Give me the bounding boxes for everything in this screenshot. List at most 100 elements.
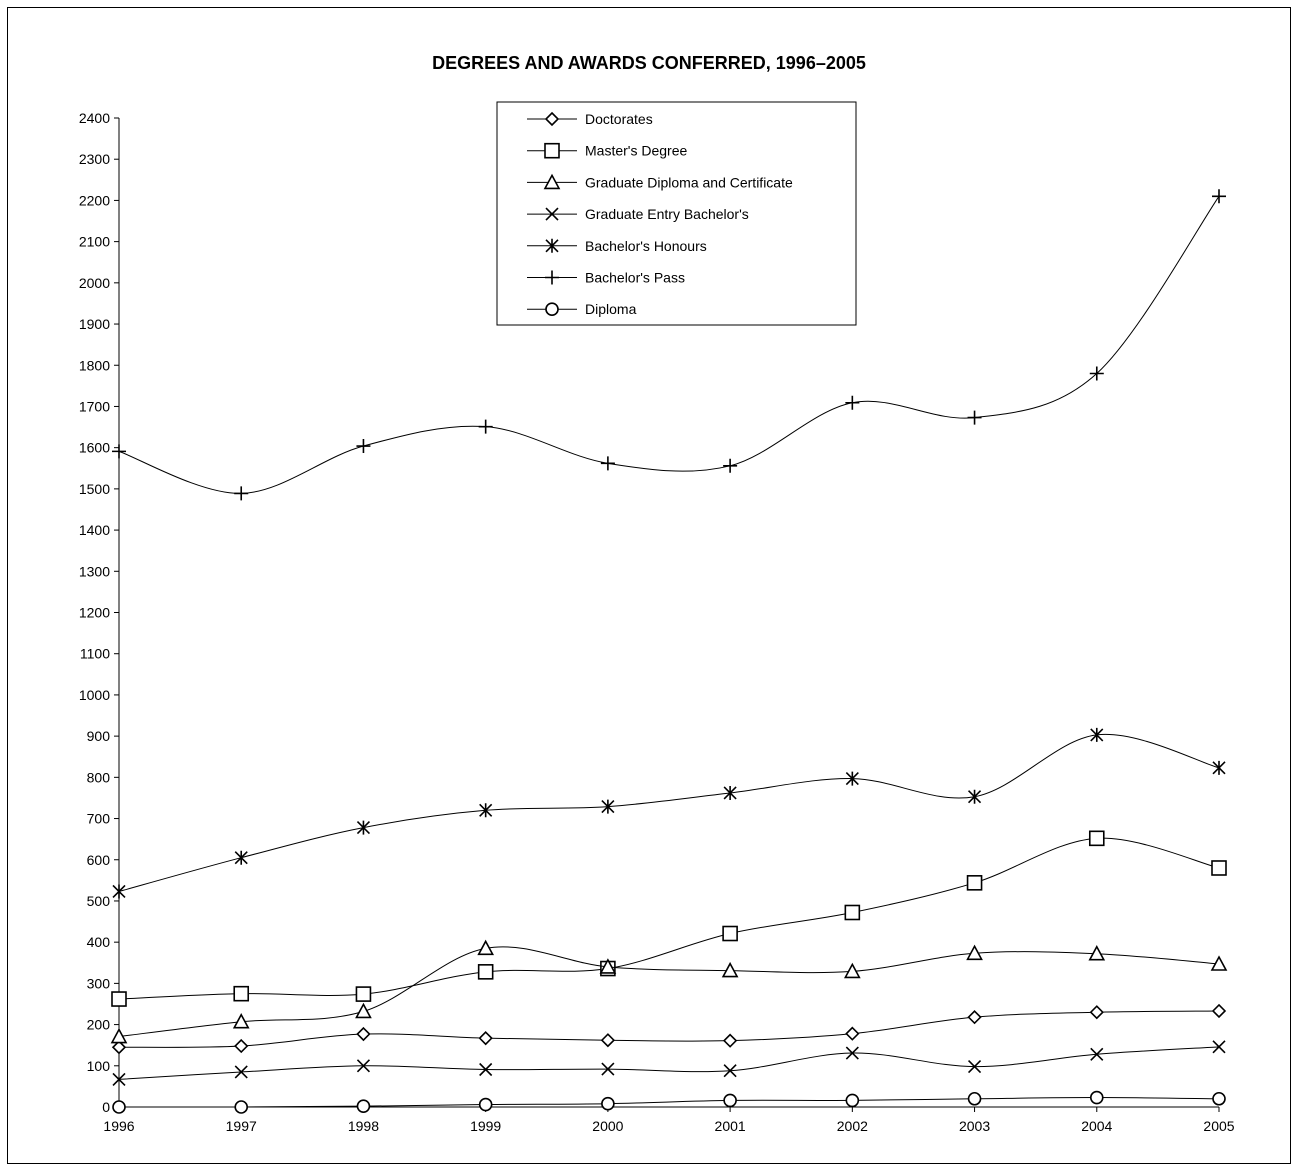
- data-point: [355, 986, 372, 1002]
- y-tick-label: 2100: [79, 234, 110, 250]
- data-point: [110, 1027, 128, 1044]
- data-point: [1212, 1091, 1226, 1106]
- data-point: [234, 1038, 249, 1054]
- data-point: [845, 771, 859, 786]
- y-tick-label: 1700: [79, 398, 110, 414]
- legend-label: Doctorates: [585, 111, 653, 127]
- data-point: [723, 785, 737, 800]
- data-point: [479, 803, 493, 818]
- legend-item: Diploma: [527, 301, 637, 317]
- data-point: [600, 1033, 616, 1048]
- legend-marker: [545, 270, 559, 285]
- x-tick-label: 1999: [470, 1118, 501, 1134]
- y-tick-label: 800: [87, 769, 111, 785]
- data-point: [1212, 1040, 1226, 1054]
- data-point: [112, 884, 126, 899]
- series-doctorates: [111, 1003, 1227, 1055]
- x-tick-label: 2002: [837, 1118, 868, 1134]
- legend-marker: [545, 302, 559, 317]
- series-master-s-degree: [111, 830, 1227, 1007]
- data-point: [722, 1033, 738, 1048]
- y-tick-label: 700: [87, 811, 111, 827]
- data-point: [966, 875, 983, 891]
- series-diploma: [112, 1090, 1226, 1114]
- y-tick-label: 2200: [79, 192, 110, 208]
- y-tick-label: 1500: [79, 481, 110, 497]
- y-tick-label: 200: [87, 1017, 111, 1033]
- data-point: [967, 789, 982, 804]
- x-tick-label: 1996: [103, 1118, 134, 1134]
- legend-marker: [544, 142, 560, 159]
- data-point: [1088, 830, 1105, 847]
- data-point: [1212, 189, 1226, 204]
- data-point: [356, 1026, 371, 1042]
- legend-item: Bachelor's Pass: [527, 270, 685, 286]
- legend-label: Bachelor's Honours: [585, 238, 707, 254]
- legend-marker: [543, 173, 561, 190]
- data-point: [112, 1100, 126, 1114]
- data-point: [477, 964, 494, 980]
- x-tick-label: 2003: [959, 1118, 990, 1134]
- chart-title: DEGREES AND AWARDS CONFERRED, 1996–2005: [432, 53, 866, 73]
- series-line-doctorates: [118, 1010, 1220, 1048]
- series-graduate-diploma-and-certificate: [110, 939, 1228, 1044]
- data-point: [723, 458, 738, 473]
- x-tick-label: 2000: [592, 1118, 623, 1134]
- series-graduate-entry-bachelor-s: [112, 1040, 1226, 1086]
- legend-box: [496, 101, 857, 326]
- data-point: [478, 1031, 493, 1046]
- data-point: [233, 985, 250, 1002]
- legend-marker: [545, 207, 559, 221]
- data-point: [1090, 1047, 1104, 1061]
- legend-item: Graduate Entry Bachelor's: [527, 206, 749, 222]
- data-point: [234, 850, 248, 865]
- legend: Doctorates Master's Degree Graduate Diplom…: [496, 101, 857, 326]
- y-tick-label: 1100: [80, 646, 110, 662]
- data-point: [967, 1091, 982, 1106]
- data-point: [599, 958, 617, 974]
- data-point: [845, 1093, 860, 1108]
- data-point: [1088, 945, 1106, 961]
- series-layer: [110, 189, 1228, 1114]
- legend-item: Bachelor's Honours: [527, 238, 707, 254]
- y-tick-label: 2000: [79, 275, 110, 291]
- data-point: [845, 395, 860, 410]
- data-point: [723, 1064, 737, 1078]
- data-point: [1212, 760, 1226, 775]
- series-line-graduate-entry-bachelor-s: [118, 1046, 1220, 1080]
- y-tick-label: 2400: [79, 110, 110, 126]
- y-tick-label: 300: [87, 975, 111, 991]
- data-point: [477, 939, 495, 956]
- data-point: [111, 1040, 127, 1055]
- data-point: [845, 1026, 860, 1041]
- legend-marker: [545, 238, 559, 253]
- x-tick-label: 2001: [715, 1118, 746, 1134]
- data-point: [1211, 1003, 1227, 1019]
- legend-label: Graduate Diploma and Certificate: [585, 174, 793, 190]
- data-point: [967, 1010, 982, 1025]
- data-point: [723, 1093, 737, 1108]
- chart-frame: [7, 7, 1291, 1164]
- x-tick-label: 1997: [226, 1118, 257, 1134]
- data-point: [843, 962, 861, 979]
- data-point: [112, 1072, 126, 1086]
- data-point: [478, 1097, 493, 1112]
- data-point: [1089, 1090, 1104, 1105]
- data-point: [234, 1100, 249, 1114]
- data-point: [232, 1013, 250, 1029]
- data-point: [1089, 1005, 1104, 1020]
- y-tick-label: 1800: [79, 357, 110, 373]
- series-line-bachelor-s-pass: [118, 196, 1220, 494]
- data-point: [1211, 860, 1227, 876]
- data-point: [479, 1062, 493, 1077]
- data-point: [112, 444, 126, 459]
- y-tick-label: 1000: [79, 687, 110, 703]
- data-point: [234, 1065, 248, 1079]
- data-point: [601, 1062, 615, 1076]
- legend-label: Bachelor's Pass: [585, 270, 685, 286]
- y-tick-label: 600: [87, 852, 111, 868]
- y-tick-label: 1300: [79, 563, 110, 579]
- y-tick-label: 1400: [79, 522, 110, 538]
- y-tick-label: 1600: [79, 440, 110, 456]
